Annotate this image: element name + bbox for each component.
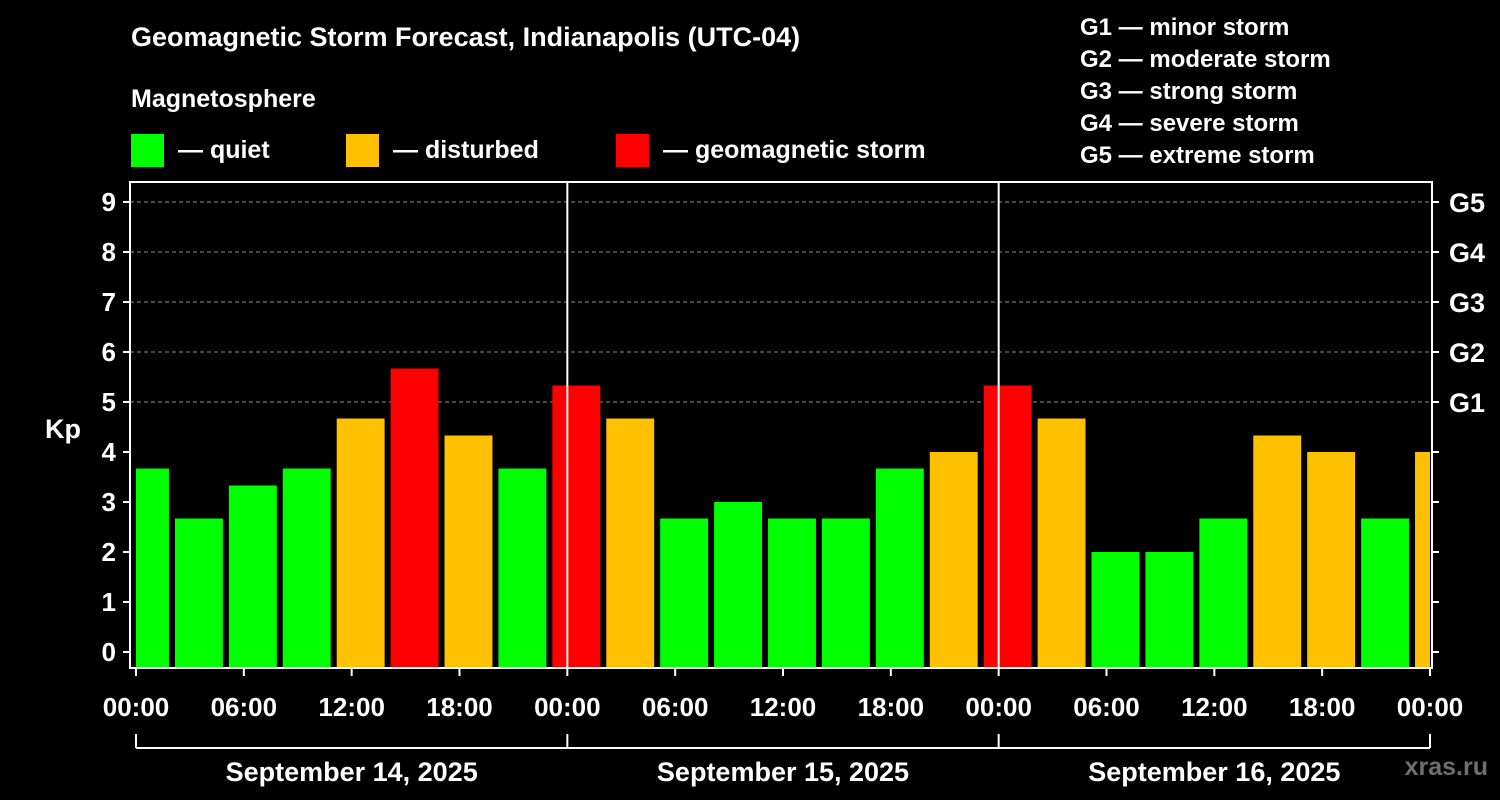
kp-bar-16	[983, 385, 1032, 668]
legend-label-storm: — geomagnetic storm	[663, 135, 926, 164]
y-tick-label-9: 9	[102, 187, 116, 217]
x-tick-label-6: 12:00	[750, 692, 817, 722]
x-tick-label-8: 00:00	[965, 692, 1032, 722]
legend-swatch-storm	[616, 133, 649, 167]
g-scale-g3: G3 — strong storm	[1080, 78, 1298, 105]
kp-bar-23	[1361, 518, 1410, 668]
g-scale-g1: G1 — minor storm	[1080, 14, 1290, 41]
x-tick-label-0: 00:00	[103, 692, 170, 722]
y-tick-label-4: 4	[102, 437, 117, 467]
x-tick-label-9: 06:00	[1073, 692, 1140, 722]
kp-bar-17	[1037, 418, 1086, 668]
kp-bar-7	[498, 468, 547, 668]
magnetosphere-heading: Magnetosphere	[131, 85, 316, 113]
g-level-label-g5: G5	[1449, 188, 1485, 218]
kp-bar-2	[228, 485, 277, 668]
y-tick-label-8: 8	[102, 237, 116, 267]
kp-bars	[136, 368, 1430, 668]
x-tick-label-4: 00:00	[534, 692, 601, 722]
g-level-label-g1: G1	[1449, 388, 1485, 418]
x-tick-label-10: 12:00	[1181, 692, 1248, 722]
kp-bar-18	[1091, 552, 1140, 668]
kp-bar-15	[929, 452, 978, 668]
x-tick-label-5: 06:00	[642, 692, 709, 722]
legend-swatch-quiet	[131, 133, 164, 167]
chart-axes: 0 1 2 3 4 5 6 7 8 9 G1 G2 G3 G4 G5 Kp 00:00 06:00 12:00 18:…	[45, 181, 1485, 787]
x-tick-label-12: 00:00	[1397, 692, 1464, 722]
kp-bar-19	[1145, 552, 1194, 668]
y-tick-label-0: 0	[102, 637, 116, 667]
chart-title: Geomagnetic Storm Forecast, Indianapolis…	[131, 22, 801, 52]
kp-bar-24	[1415, 452, 1430, 668]
kp-bar-14	[875, 468, 924, 668]
y-tick-label-3: 3	[102, 487, 116, 517]
kp-bar-22	[1307, 452, 1356, 668]
g-scale-g5: G5 — extreme storm	[1080, 142, 1315, 169]
g-scale-g4: G4 — severe storm	[1080, 110, 1299, 137]
grid-lines	[130, 201, 1432, 403]
legend-item-disturbed: — disturbed	[346, 133, 539, 167]
kp-bar-0	[136, 468, 169, 668]
kp-bar-1	[174, 518, 223, 668]
kp-bar-4	[336, 418, 385, 668]
kp-bar-20	[1199, 518, 1248, 668]
day-label-2: September 16, 2025	[1088, 757, 1340, 787]
watermark: xras.ru	[1404, 753, 1488, 781]
kp-bar-21	[1253, 435, 1302, 668]
y-tick-label-6: 6	[102, 337, 116, 367]
legend-item-quiet: — quiet	[131, 133, 270, 167]
x-tick-label-11: 18:00	[1289, 692, 1356, 722]
g-scale-g2: G2 — moderate storm	[1080, 46, 1331, 73]
y-tick-label-2: 2	[102, 537, 116, 567]
kp-bar-8	[552, 385, 601, 668]
g-level-label-g3: G3	[1449, 288, 1485, 318]
y-axis-label: Kp	[45, 414, 81, 444]
legend-swatch-disturbed	[346, 133, 379, 167]
plot-frame	[129, 181, 1433, 669]
y-tick-label-5: 5	[102, 387, 116, 417]
kp-bar-13	[821, 518, 870, 668]
legend-item-storm: — geomagnetic storm	[616, 133, 926, 167]
kp-bar-5	[390, 368, 439, 668]
legend-label-quiet: — quiet	[178, 135, 270, 164]
g-scale-legend: G1 — minor storm G2 — moderate storm G3 …	[1080, 12, 1331, 172]
day-label-1: September 15, 2025	[657, 757, 909, 787]
kp-bar-6	[444, 435, 493, 668]
x-tick-label-1: 06:00	[211, 692, 278, 722]
kp-bar-12	[768, 518, 816, 668]
kp-bar-11	[714, 502, 763, 668]
g-level-label-g2: G2	[1449, 338, 1485, 368]
kp-bar-3	[282, 468, 331, 668]
day-label-0: September 14, 2025	[226, 757, 478, 787]
y-tick-label-7: 7	[102, 287, 116, 317]
legend-label-disturbed: — disturbed	[393, 135, 539, 164]
g-level-label-g4: G4	[1449, 238, 1485, 268]
x-tick-label-3: 18:00	[426, 692, 493, 722]
x-tick-label-7: 18:00	[858, 692, 925, 722]
y-tick-label-1: 1	[102, 587, 116, 617]
kp-bar-10	[660, 518, 709, 668]
x-tick-label-2: 12:00	[318, 692, 385, 722]
kp-bar-9	[606, 418, 655, 668]
